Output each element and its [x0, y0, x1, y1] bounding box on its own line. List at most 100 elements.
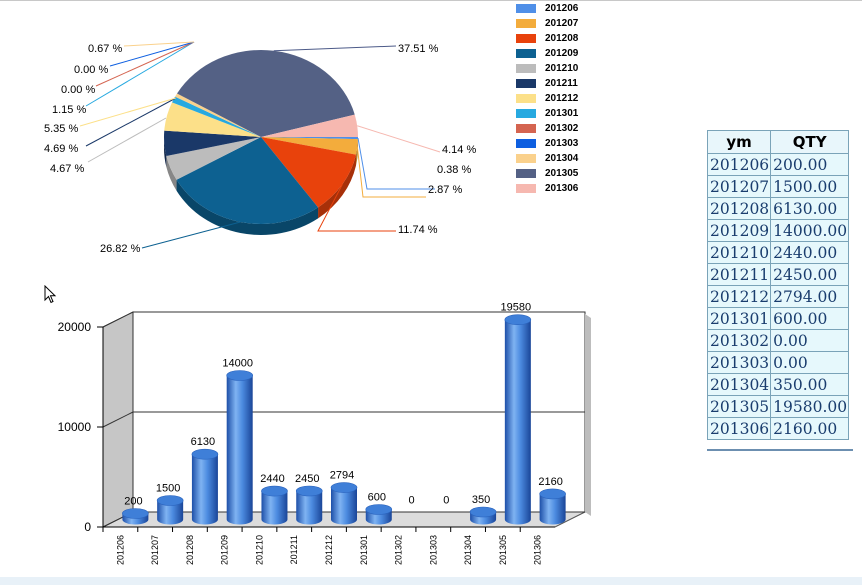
legend-label: 201211 [545, 78, 578, 89]
pie-slice-201209 [176, 137, 319, 224]
table-row: 201210 2440.00 [706, 241, 850, 264]
x-category-label: 201210 [254, 535, 264, 565]
cell-qty: 200.00 [770, 153, 850, 176]
legend-swatch [516, 49, 536, 58]
cell-ym: 201301 [706, 307, 772, 330]
bar-data-label: 600 [368, 492, 386, 504]
cell-ym: 201211 [706, 263, 772, 286]
x-category-label: 201211 [289, 535, 299, 564]
bar-body [539, 493, 566, 525]
bar-data-label: 2160 [538, 476, 562, 488]
bar-data-label: 200 [124, 496, 142, 508]
bar-top [226, 370, 253, 381]
bar-body [191, 454, 218, 525]
pie-leader-line [109, 41, 195, 67]
pie-slice-201304 [175, 93, 261, 137]
pie-data-label: 4.69 % [44, 143, 78, 155]
bar-body [504, 319, 531, 525]
pie-leader-line [141, 221, 241, 249]
table-row: 201206 200.00 [706, 153, 850, 176]
pie-data-label: 0.38 % [437, 164, 471, 176]
bar-data-label: 6130 [191, 436, 215, 448]
legend-label: 201208 [545, 33, 579, 44]
cell-qty: 1500.00 [770, 175, 850, 198]
cell-ym: 201208 [706, 197, 772, 220]
table-row: 201304 350.00 [706, 373, 850, 396]
table-row: 201212 2794.00 [706, 285, 850, 308]
x-category-label: 201301 [359, 535, 369, 565]
x-category-label: 201305 [498, 535, 508, 565]
pie-data-label: 0.67 % [88, 43, 122, 55]
legend-label: 201306 [545, 183, 579, 194]
legend-label: 201304 [545, 153, 579, 164]
legend-label: 201303 [545, 138, 579, 149]
bar-201306 [539, 488, 566, 525]
legend-label: 201207 [545, 18, 579, 29]
bar-top [504, 314, 532, 326]
top-border-line [0, 0, 862, 1]
pie-leader-line [85, 41, 195, 107]
bar-201207 [156, 495, 184, 525]
pie-leader-line [95, 41, 195, 87]
bar-201212 [330, 482, 358, 525]
bar-top [295, 485, 323, 497]
bar-data-label: 2450 [295, 473, 319, 485]
header-ym: ym [706, 130, 772, 154]
bar-data-label: 1500 [156, 483, 180, 495]
pie-side-201208 [318, 154, 356, 219]
bar-201301 [365, 504, 393, 525]
x-category-label: 201212 [324, 535, 334, 565]
legend-label: 201210 [545, 63, 579, 74]
table-row: 201209 14000.00 [706, 219, 850, 242]
table-bottom-border [707, 449, 853, 451]
pie-leader-line [356, 146, 426, 198]
pie-side-201211 [164, 137, 167, 168]
table-row: 201302 0.00 [706, 329, 850, 352]
x-category-label: 201209 [220, 535, 230, 565]
pie-chart: 0.38 % 2.87 % 11.74 % 26.82 % 4.67 % 4.69 % 5.… [44, 41, 476, 255]
bar-top [156, 495, 184, 506]
pie-slice-201301 [172, 96, 261, 137]
y-tick-label: 10000 [58, 420, 92, 434]
cell-ym: 201207 [706, 175, 772, 198]
legend-swatch [516, 64, 536, 73]
cell-qty: 350.00 [770, 373, 850, 396]
table-row: 201211 2450.00 [706, 263, 850, 286]
pie-leader-line [317, 183, 396, 232]
legend-swatch [516, 184, 536, 193]
pie-slice-201211 [163, 130, 261, 157]
cell-ym: 201304 [706, 373, 772, 396]
bar-201210 [261, 485, 288, 525]
bar-201304 [469, 506, 497, 525]
table-row: 201305 19580.00 [706, 395, 850, 418]
legend-label: 201206 [545, 3, 579, 14]
bar-gridline-side [102, 411, 134, 428]
pie-data-label: 0.00 % [74, 64, 108, 76]
y-tick-label: 20000 [58, 320, 92, 334]
legend-swatch [516, 19, 536, 28]
bar-data-label: 0 [443, 495, 449, 507]
pie-leader-line [123, 41, 195, 47]
bar-data-label: 14000 [222, 358, 253, 370]
legend-swatch [516, 139, 536, 148]
bar-201208 [191, 448, 219, 525]
x-category-label: 201304 [463, 535, 473, 565]
legend-label: 201301 [545, 108, 579, 119]
mouse-cursor-icon [44, 285, 57, 304]
table-header-row: ym QTY [706, 130, 850, 154]
cell-ym: 201212 [706, 285, 772, 308]
pie-data-label: 26.82 % [100, 243, 141, 255]
pie-leader-line [273, 45, 397, 52]
legend-swatch [516, 79, 536, 88]
cell-ym: 201302 [706, 329, 772, 352]
pie-slice-201305 [177, 49, 355, 137]
table-row: 201306 2160.00 [706, 417, 850, 440]
bar-201209 [226, 370, 253, 525]
bar-body [296, 491, 323, 525]
pie-side-201210 [166, 156, 177, 191]
bar-gridline-side [102, 311, 134, 328]
legend-label: 201209 [545, 48, 579, 59]
pie-leader-line [357, 137, 435, 190]
cell-ym: 201210 [706, 241, 772, 264]
cell-ym: 201206 [706, 153, 772, 176]
